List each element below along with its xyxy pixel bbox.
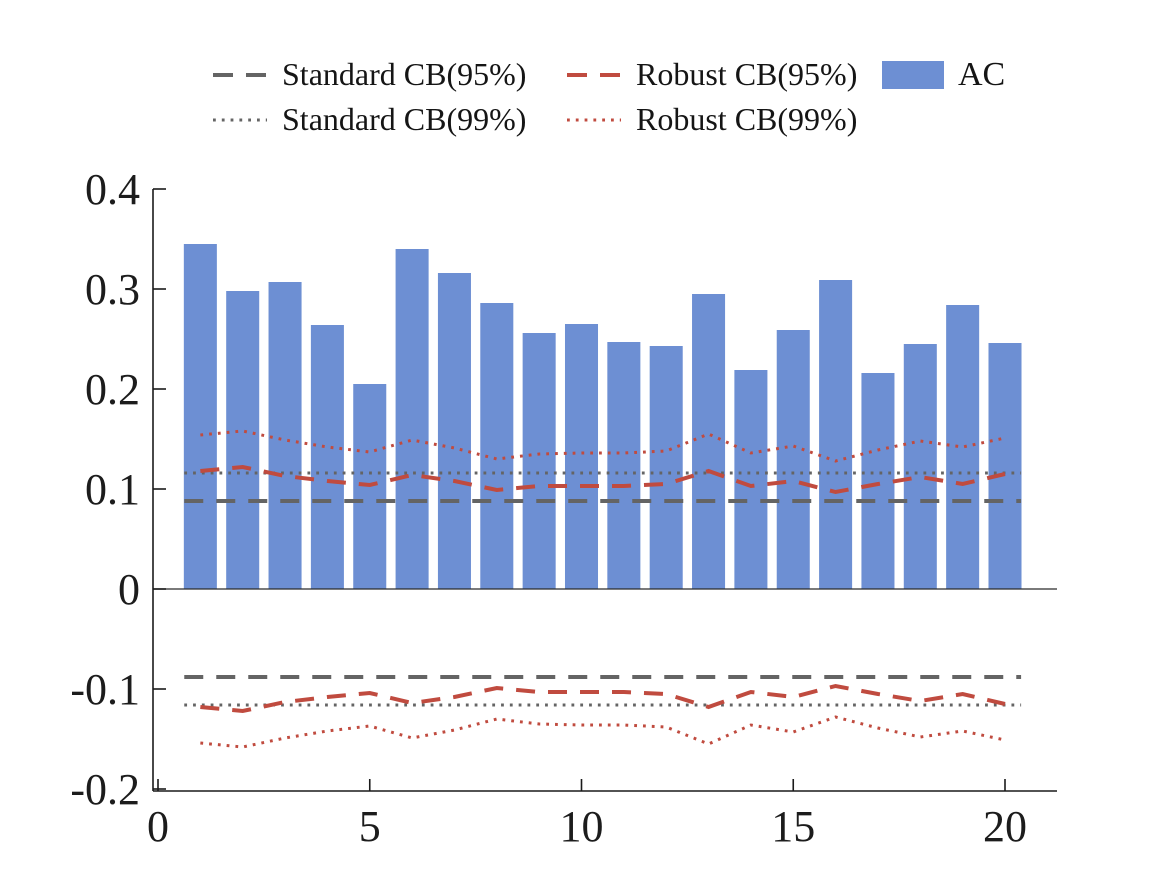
ac-bar-lag-7 — [437, 273, 471, 589]
legend: Standard CB(95%) Robust CB(95%) AC Stand… — [212, 56, 1005, 138]
legend-dotted-gray-line-icon — [213, 118, 267, 122]
ac-bar-lag-4 — [310, 325, 344, 589]
legend-label-robust-cb95: Robust CB(95%) — [636, 56, 858, 93]
x-tick-label-10: 10 — [560, 802, 604, 851]
legend-label-ac: AC — [958, 56, 1006, 93]
y-tick-label-0.3: 0.3 — [85, 265, 140, 314]
ac-bar-lag-17 — [861, 373, 895, 589]
legend-bar-swatch-icon — [882, 60, 944, 89]
legend-label-standard-cb99: Standard CB(99%) — [282, 101, 527, 138]
ac-bar-lag-9 — [522, 333, 556, 589]
ac-bar-lag-6 — [395, 249, 429, 589]
ac-bar-lag-16 — [819, 280, 853, 589]
ac-bar-lag-12 — [649, 346, 683, 589]
ac-bar-lag-20 — [988, 343, 1022, 589]
ac-bar-lag-3 — [268, 282, 302, 589]
ac-bar-lag-11 — [607, 342, 641, 589]
y-tick-label-0.4: 0.4 — [85, 165, 140, 214]
lower-robust-cb-95-line — [200, 683, 1006, 714]
ac-bar-lag-1 — [183, 244, 217, 589]
x-tick-label-0: 0 — [147, 802, 169, 851]
ac-bar-lag-19 — [946, 305, 980, 589]
ac-bar-lag-18 — [903, 344, 937, 589]
upper-robust-cb-95-line — [200, 464, 1006, 495]
y-tick-label-0.2: 0.2 — [85, 365, 140, 414]
legend-dashed-red-line-icon — [567, 72, 621, 77]
legend-dotted-red-line-icon — [567, 118, 621, 122]
y-tick-label--0.2: -0.2 — [70, 765, 140, 814]
legend-label-robust-cb99: Robust CB(99%) — [636, 101, 858, 138]
ac-bar-lag-10 — [564, 324, 599, 589]
x-tick-label-15: 15 — [771, 802, 815, 851]
x-tick-label-5: 5 — [359, 802, 381, 851]
upper-robust-cb-99-line — [200, 429, 1006, 463]
x-tick-label-20: 20 — [983, 802, 1027, 851]
ac-bar-lag-13 — [692, 294, 726, 589]
ac-bar-lag-8 — [480, 303, 514, 589]
legend-label-standard-cb95: Standard CB(95%) — [282, 56, 527, 93]
ac-bar-lag-2 — [226, 291, 260, 589]
y-tick-label-0: 0 — [118, 565, 140, 614]
y-tick-label--0.1: -0.1 — [70, 665, 140, 714]
ac-bar-lag-15 — [776, 330, 810, 589]
y-tick-label-0.1: 0.1 — [85, 465, 140, 514]
lower-robust-cb-99-line — [200, 715, 1006, 749]
ac-bar-lag-14 — [734, 370, 768, 589]
legend-dashed-gray-line-icon — [213, 72, 267, 77]
